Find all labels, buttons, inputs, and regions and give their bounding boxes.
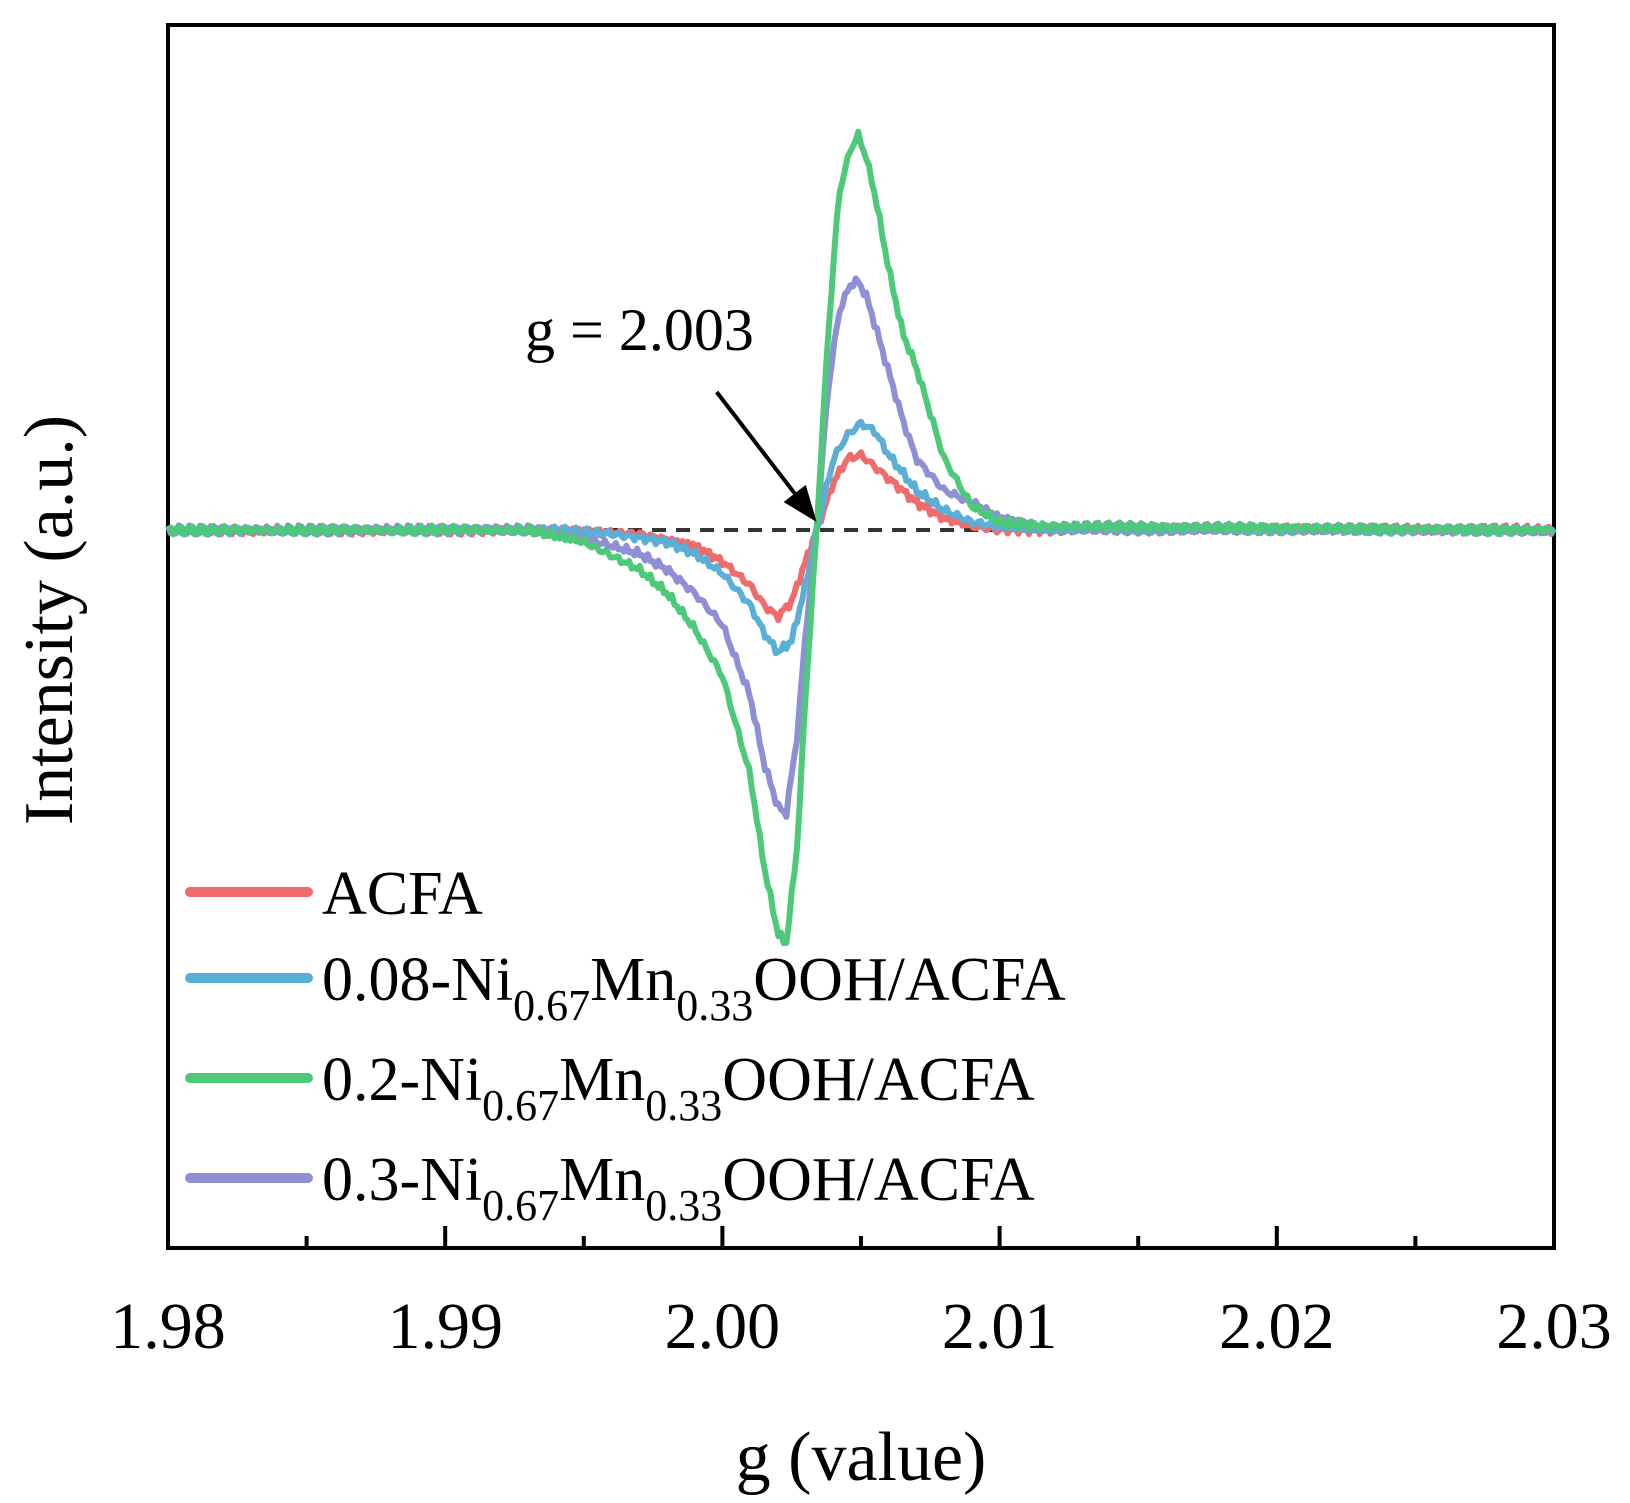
x-tick-label: 2.02 — [1219, 1290, 1335, 1363]
legend-label-3: 0.3-Ni0.67Mn0.33OOH/ACFA — [322, 1146, 1035, 1230]
x-tick-label: 1.98 — [110, 1290, 226, 1363]
x-ticks: 1.98 1.99 2.00 2.01 2.02 2.03 — [110, 1226, 1612, 1363]
x-tick-label: 2.00 — [665, 1290, 781, 1363]
series-line-0 — [165, 449, 1556, 624]
x-tick-label: 1.99 — [387, 1290, 503, 1363]
series-line-3 — [165, 275, 1557, 820]
legend-label-1: 0.08-Ni0.67Mn0.33OOH/ACFA — [322, 946, 1066, 1030]
legend: ACFA 0.08-Ni0.67Mn0.33OOH/ACFA 0.2-Ni0.67M… — [185, 860, 1066, 1230]
annotation-label: g = 2.003 — [525, 297, 754, 363]
legend-label-0: ACFA — [322, 860, 483, 928]
series-group — [165, 128, 1557, 947]
legend-label-2: 0.2-Ni0.67Mn0.33OOH/ACFA — [322, 1046, 1035, 1130]
x-tick-label: 2.01 — [942, 1290, 1058, 1363]
x-tick-label: 2.03 — [1496, 1290, 1612, 1363]
y-axis-title: Intensity (a.u.) — [11, 415, 88, 825]
series-line-2 — [166, 128, 1556, 947]
annotation-arrow — [715, 390, 797, 495]
x-axis-title: g (value) — [736, 1419, 987, 1496]
annotation-arrowhead — [783, 484, 817, 522]
